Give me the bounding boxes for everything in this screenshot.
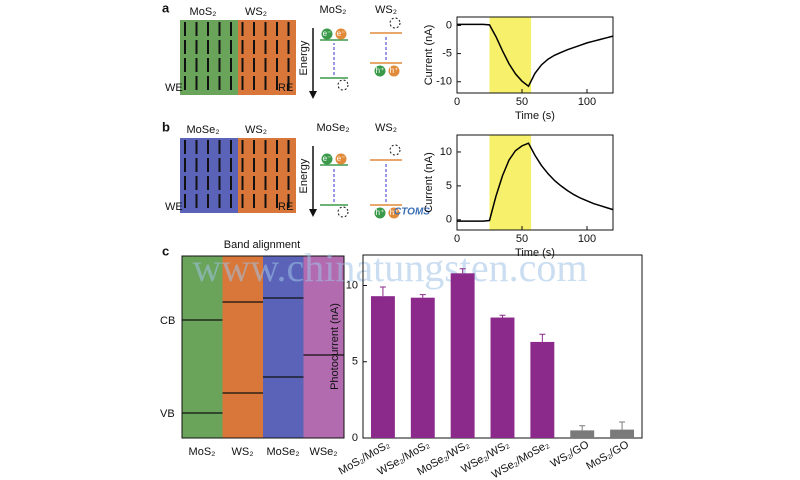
y-tick-label: 5 — [352, 356, 358, 368]
right-layer — [238, 138, 296, 213]
x-tick-label: 100 — [578, 96, 596, 108]
band-column — [222, 256, 263, 438]
x-axis-label: Time (s) — [515, 247, 555, 259]
band-frame — [181, 255, 345, 439]
electrode-label: RE — [278, 201, 293, 213]
y-tick-label: -10 — [436, 76, 452, 88]
empty-state — [337, 79, 349, 91]
illumination-span — [489, 17, 532, 93]
bar — [530, 341, 555, 438]
material-label: MoS₂ — [189, 446, 216, 458]
material-label: MoSe₂ — [186, 124, 219, 136]
x-axis-label: Time (s) — [515, 110, 555, 122]
carrier-label: e⁻ — [323, 29, 332, 38]
bar — [610, 429, 635, 438]
right-layer — [238, 20, 296, 95]
bar — [490, 317, 515, 438]
x-tick-label: 0 — [454, 96, 460, 108]
error-bar — [579, 425, 586, 431]
cb-label: CB — [160, 315, 175, 327]
band-column — [263, 256, 304, 438]
material-label: WS₂ — [232, 446, 254, 458]
watermark: www.chinatungsten.com — [192, 245, 587, 290]
electrode-label: WE — [165, 201, 183, 213]
x-tick-label: 0 — [454, 233, 460, 245]
electrode-label: WE — [165, 82, 183, 94]
plot-frame — [456, 16, 614, 94]
material-label: WS₂ — [245, 6, 267, 18]
material-label: WS₂ — [245, 124, 267, 136]
y-tick-label: 0 — [446, 214, 452, 226]
panel-letter: c — [162, 243, 169, 258]
carrier — [321, 153, 333, 165]
y-tick-label: 10 — [440, 146, 452, 158]
band-label: WS₂ — [375, 122, 397, 134]
error-bar — [379, 286, 386, 297]
bar — [570, 430, 595, 438]
arrow-head — [309, 91, 317, 99]
band-column — [303, 256, 344, 438]
empty-state — [389, 17, 401, 29]
line — [457, 142, 614, 222]
error-bar — [539, 333, 546, 342]
error-bar — [459, 268, 466, 274]
error-bar — [499, 314, 506, 318]
carrier — [335, 28, 347, 40]
y-axis-label: Photocurrent (nA) — [329, 303, 341, 390]
band-label: MoS₂ — [320, 4, 347, 16]
material-label: WSe₂ — [309, 446, 337, 458]
material-label: MoS₂ — [190, 6, 217, 18]
vb-label: VB — [160, 408, 175, 420]
watermark-logo: CTOMS — [394, 207, 430, 218]
carrier-label: h⁺ — [376, 208, 385, 217]
band-label: WS₂ — [375, 4, 397, 16]
carrier — [321, 28, 333, 40]
x-tick-label: 50 — [516, 233, 528, 245]
carrier — [374, 207, 386, 219]
y-tick-label: -5 — [442, 47, 452, 59]
band-label: MoSe₂ — [316, 122, 349, 134]
empty-state — [337, 206, 349, 218]
x-tick-label: MoS₂/GO — [584, 439, 631, 473]
band-column — [182, 256, 223, 438]
electrode-label: RE — [278, 82, 293, 94]
energy-label: Energy — [298, 158, 310, 193]
plot-frame — [456, 134, 614, 231]
carrier — [388, 207, 400, 219]
carrier — [335, 153, 347, 165]
panel-letter: b — [162, 119, 170, 134]
carrier-label: e⁻ — [337, 154, 346, 163]
carrier-label: h⁺ — [376, 66, 385, 75]
carrier-label: h⁺ — [390, 208, 399, 217]
y-tick-label: 0 — [446, 19, 452, 31]
x-tick-label: 100 — [578, 233, 596, 245]
y-axis-label: Current (nA) — [423, 152, 435, 213]
carrier — [388, 65, 400, 77]
x-tick-label: 50 — [516, 96, 528, 108]
line — [457, 23, 614, 88]
panel-letter: a — [162, 0, 170, 15]
error-bar — [419, 294, 426, 298]
y-tick-label: 10 — [346, 279, 358, 291]
carrier-label: e⁻ — [337, 29, 346, 38]
carrier-label: h⁺ — [390, 66, 399, 75]
illumination-span — [489, 135, 532, 230]
y-tick-label: 0 — [352, 432, 358, 444]
bar — [410, 297, 435, 438]
empty-state — [389, 144, 401, 156]
error-bar — [619, 421, 626, 430]
energy-label: Energy — [298, 40, 310, 75]
carrier-label: e⁻ — [323, 154, 332, 163]
material-label: MoSe₂ — [266, 446, 299, 458]
carrier — [374, 65, 386, 77]
y-tick-label: 5 — [446, 180, 452, 192]
schematics — [180, 17, 402, 439]
bar — [450, 273, 475, 438]
bar — [370, 296, 395, 438]
band-title: Band alignment — [224, 239, 300, 251]
arrow-head — [309, 209, 317, 217]
y-axis-label: Current (nA) — [423, 25, 435, 86]
